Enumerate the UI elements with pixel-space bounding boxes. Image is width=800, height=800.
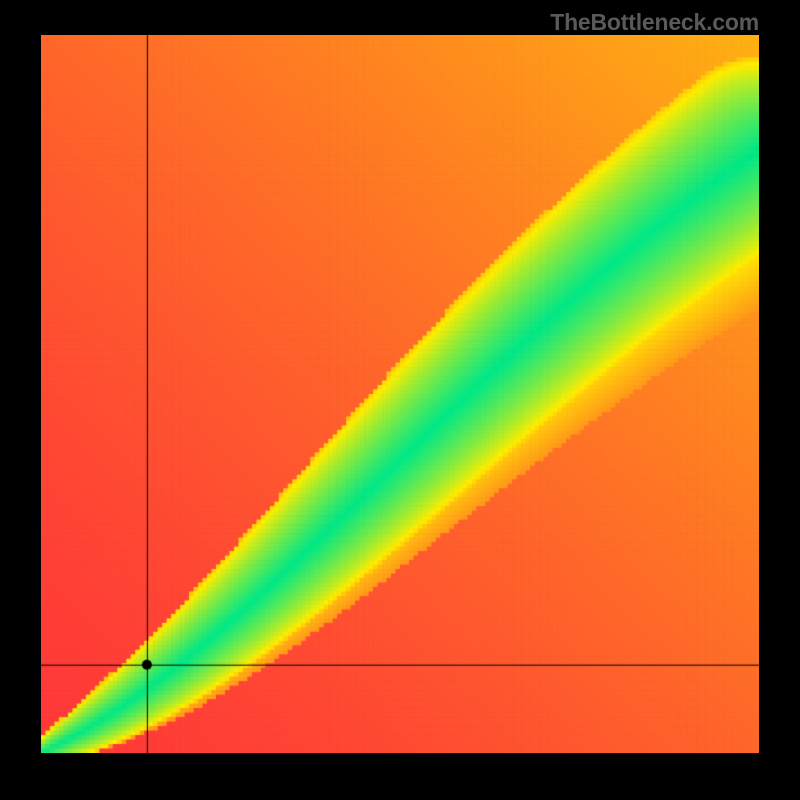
chart-container: TheBottleneck.com [0,0,800,800]
watermark-text: TheBottleneck.com [550,9,759,36]
heatmap-canvas [41,35,759,753]
